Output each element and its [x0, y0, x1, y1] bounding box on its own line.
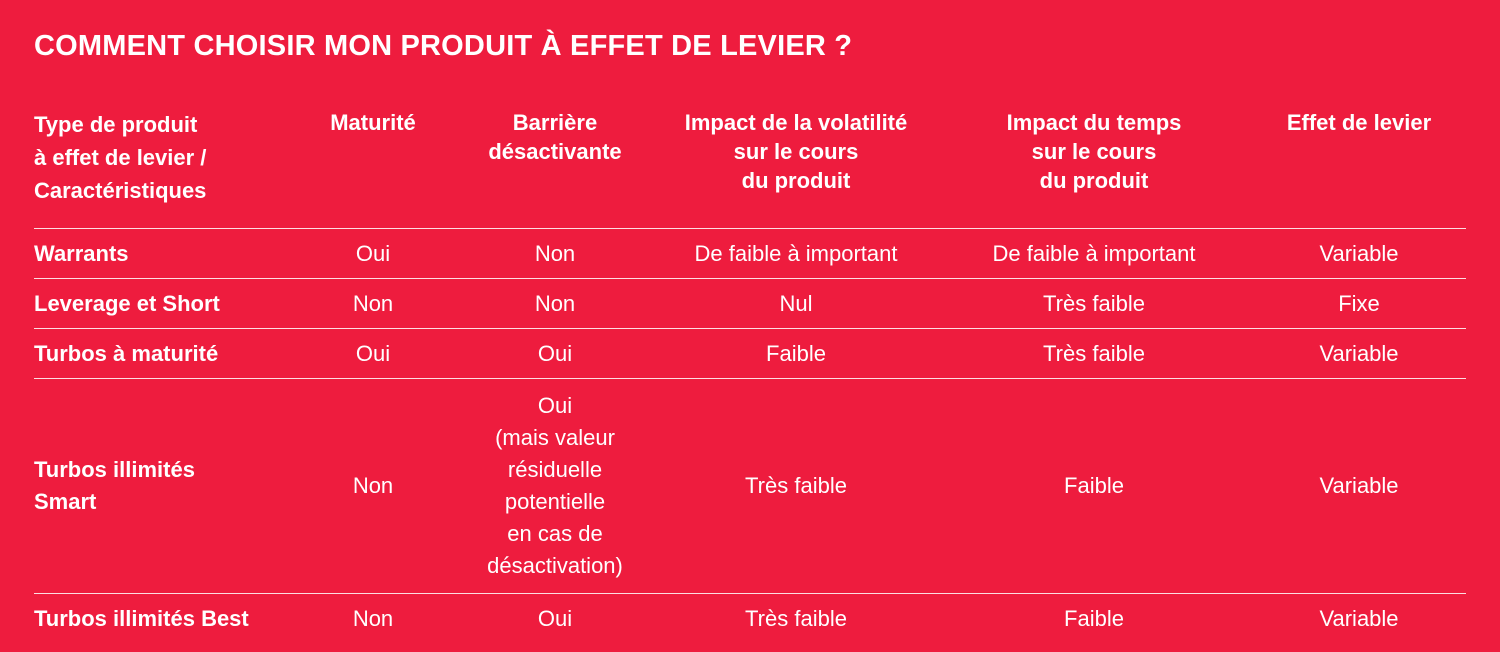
table-row: Turbos illimités Smart Non Oui (mais val… — [34, 378, 1466, 594]
cell-barrier: Non — [454, 278, 656, 329]
cell-volatility-impact: Très faible — [656, 593, 936, 643]
header-volatility-impact: Impact de la volatilité sur le cours du … — [684, 110, 908, 193]
table-row: Turbos à maturité Oui Oui Faible Très fa… — [34, 328, 1466, 379]
cell-time-impact: Faible — [936, 593, 1252, 643]
header-maturity: Maturité — [330, 110, 416, 135]
page-title: COMMENT CHOISIR MON PRODUIT À EFFET DE L… — [34, 30, 853, 62]
comparison-table: Type de produit à effet de levier / Cara… — [34, 108, 1466, 643]
header-product-type: Type de produit à effet de levier / Cara… — [34, 112, 207, 203]
cell-time-impact: Faible — [936, 378, 1252, 594]
header-barrier: Barrière désactivante — [488, 110, 622, 164]
cell-barrier: Oui — [454, 593, 656, 643]
cell-barrier: Oui — [454, 328, 656, 379]
table-header-row: Type de produit à effet de levier / Cara… — [34, 108, 1466, 229]
cell-barrier: Non — [454, 228, 656, 279]
cell-maturity: Non — [292, 378, 454, 594]
row-product-name: Turbos illimités Best — [34, 593, 292, 643]
cell-volatility-impact: De faible à important — [656, 228, 936, 279]
cell-volatility-impact: Faible — [656, 328, 936, 379]
row-product-name: Leverage et Short — [34, 278, 292, 329]
cell-maturity: Oui — [292, 228, 454, 279]
cell-volatility-impact: Très faible — [656, 378, 936, 594]
header-time-impact: Impact du temps sur le cours du produit — [1006, 110, 1182, 193]
cell-time-impact: De faible à important — [936, 228, 1252, 279]
row-product-name: Warrants — [34, 228, 292, 279]
cell-volatility-impact: Nul — [656, 278, 936, 329]
row-product-name: Turbos à maturité — [34, 328, 292, 379]
cell-leverage-effect: Variable — [1252, 228, 1466, 279]
cell-barrier: Oui (mais valeur résiduelle potentielle … — [454, 378, 656, 594]
cell-leverage-effect: Variable — [1252, 328, 1466, 379]
table-row: Warrants Oui Non De faible à important D… — [34, 228, 1466, 279]
cell-maturity: Non — [292, 278, 454, 329]
cell-time-impact: Très faible — [936, 328, 1252, 379]
cell-leverage-effect: Fixe — [1252, 278, 1466, 329]
table-row: Turbos illimités Best Non Oui Très faibl… — [34, 593, 1466, 643]
table-row: Leverage et Short Non Non Nul Très faibl… — [34, 278, 1466, 329]
cell-maturity: Oui — [292, 328, 454, 379]
cell-maturity: Non — [292, 593, 454, 643]
row-product-name: Turbos illimités Smart — [34, 378, 292, 594]
cell-leverage-effect: Variable — [1252, 593, 1466, 643]
cell-time-impact: Très faible — [936, 278, 1252, 329]
cell-leverage-effect: Variable — [1252, 378, 1466, 594]
header-leverage-effect: Effet de levier — [1286, 110, 1432, 135]
